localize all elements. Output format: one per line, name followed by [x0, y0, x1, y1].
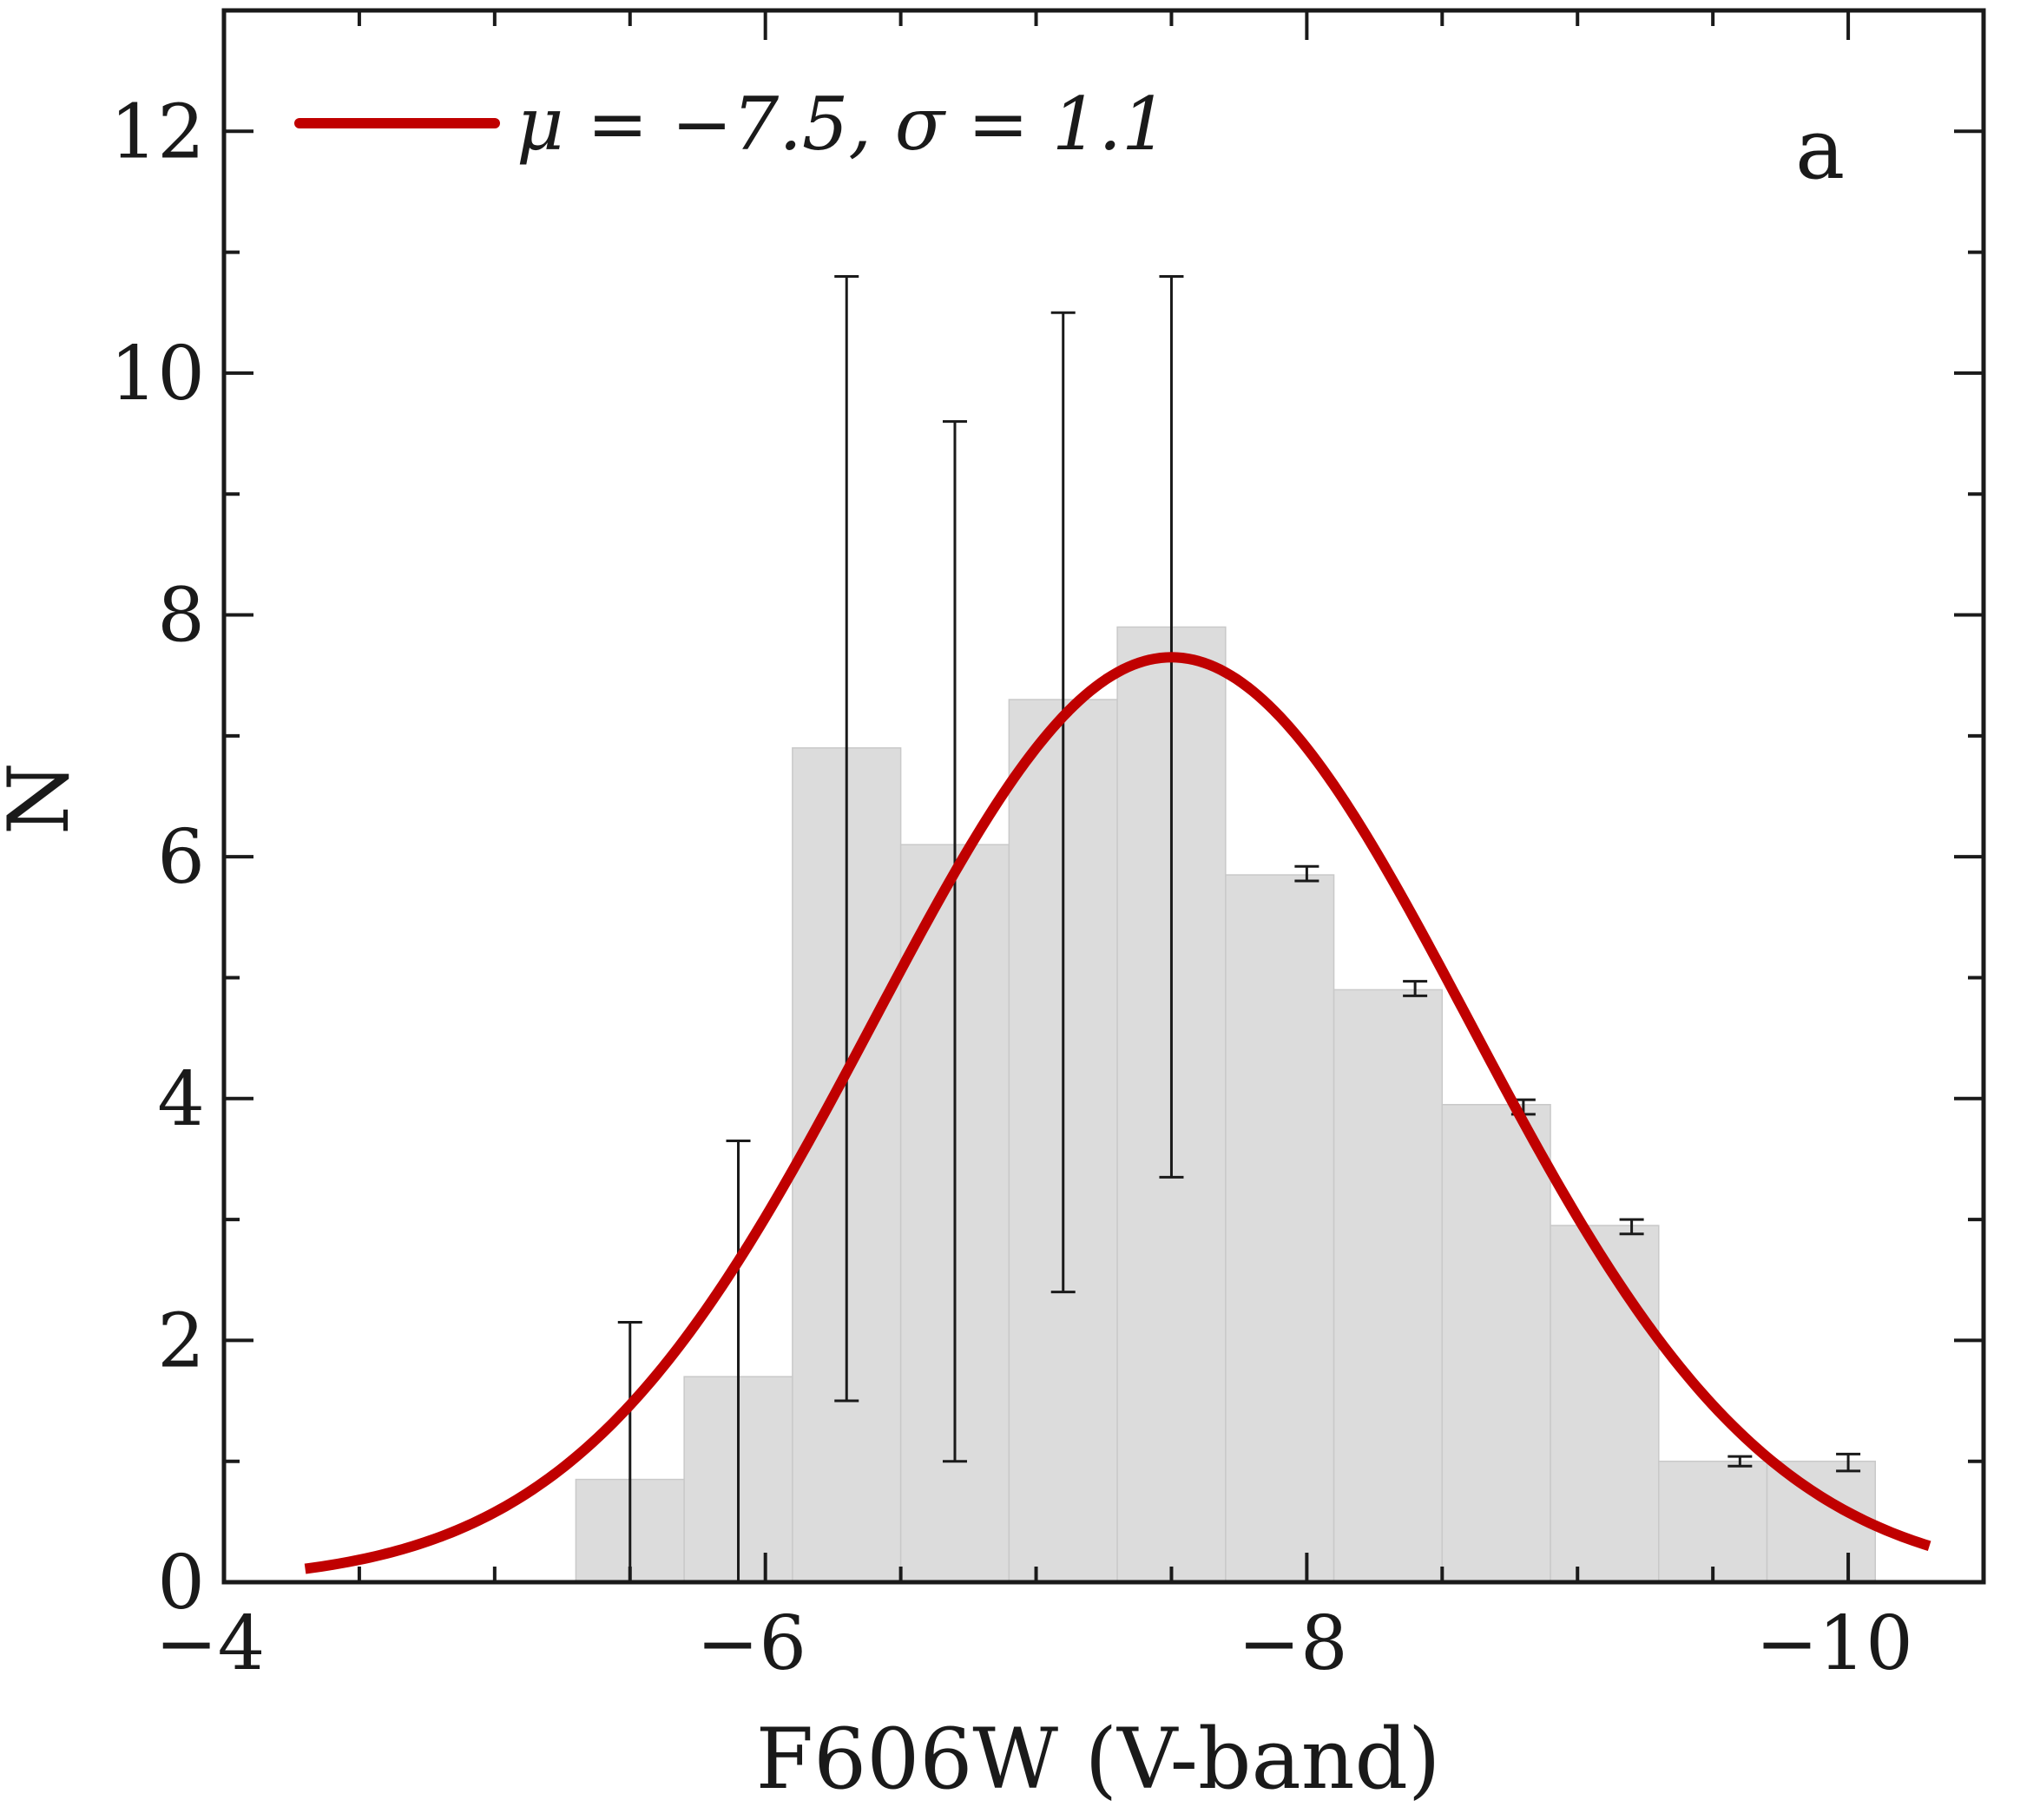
histogram-bars [575, 626, 1877, 1583]
error-bar [942, 420, 967, 1463]
histogram-bar [1550, 1225, 1660, 1583]
error-bar [834, 274, 859, 1403]
x-tick-label: −6 [696, 1600, 806, 1687]
error-bar [1727, 1455, 1753, 1468]
y-axis-ticks: 0 2 4 6 8 10 12 [110, 9, 1984, 1626]
error-bar [1050, 311, 1076, 1294]
y-tick-label: 2 [157, 1298, 205, 1384]
x-axis-ticks: −4 −6 −8 −10 [155, 10, 1985, 1687]
y-axis-label: N [0, 762, 88, 835]
y-tick-label: 8 [157, 573, 205, 660]
error-bars [617, 274, 1861, 1584]
x-tick-label: −8 [1238, 1600, 1348, 1687]
legend-entry-label: μ = −7.5, σ = 1.1 [517, 82, 1168, 167]
y-tick-label: 4 [157, 1056, 205, 1143]
x-tick-label: −10 [1755, 1600, 1913, 1687]
error-bar [1159, 274, 1184, 1179]
x-axis-label: F606W (V-band) [756, 1711, 1441, 1808]
error-bar [1403, 980, 1428, 997]
gaussian-fit-curve [304, 652, 1931, 1574]
y-tick-label: 0 [157, 1540, 205, 1626]
panel-label: a [1795, 101, 1845, 198]
histogram-bar [1658, 1460, 1768, 1583]
error-bar [1836, 1452, 1861, 1473]
histogram-bar [1225, 874, 1335, 1583]
legend: μ = −7.5, σ = 1.1 [294, 82, 1168, 167]
histogram-bar [1333, 989, 1444, 1583]
plot-frame [221, 8, 1986, 1585]
y-tick-label: 10 [110, 331, 205, 417]
error-bar [1619, 1218, 1644, 1236]
x-tick-label: −4 [155, 1600, 266, 1687]
histogram-bar [1441, 1103, 1551, 1583]
y-tick-label: 12 [110, 89, 205, 175]
error-bar [1294, 864, 1319, 883]
y-tick-label: 6 [157, 814, 205, 901]
